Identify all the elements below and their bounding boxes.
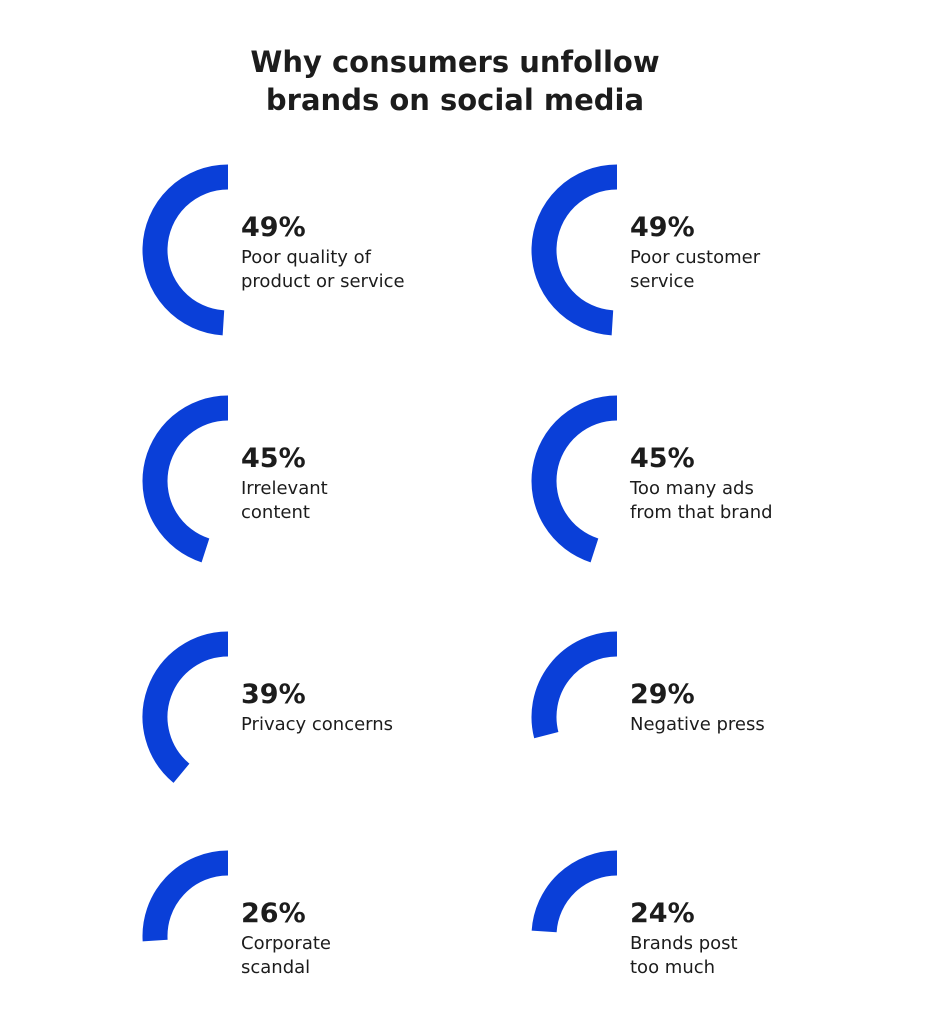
value-label: 49% <box>241 212 306 243</box>
value-label: 24% <box>630 898 695 929</box>
chart-title: Why consumers unfollow brands on social m… <box>250 45 659 117</box>
arc <box>531 164 618 336</box>
category-label: Poor quality of product or service <box>241 247 405 292</box>
category-label: Poor customer service <box>630 247 761 292</box>
category-label: Irrelevant content <box>241 478 328 523</box>
value-label: 29% <box>630 679 695 710</box>
value-label: 39% <box>241 679 306 710</box>
value-label: 49% <box>630 212 695 243</box>
category-label: Corporate scandal <box>241 933 331 978</box>
arc <box>142 395 229 563</box>
arc <box>531 395 618 563</box>
value-label: 45% <box>630 443 695 474</box>
category-label: Negative press <box>630 714 765 735</box>
value-label: 26% <box>241 898 306 929</box>
arc <box>531 850 618 933</box>
arc <box>531 631 618 739</box>
arc <box>142 631 229 783</box>
value-label: 45% <box>241 443 306 474</box>
arc <box>142 850 229 942</box>
category-label: Too many ads from that brand <box>629 478 773 523</box>
category-label: Privacy concerns <box>241 714 393 735</box>
category-label: Brands post too much <box>630 933 738 978</box>
arc <box>142 164 229 336</box>
